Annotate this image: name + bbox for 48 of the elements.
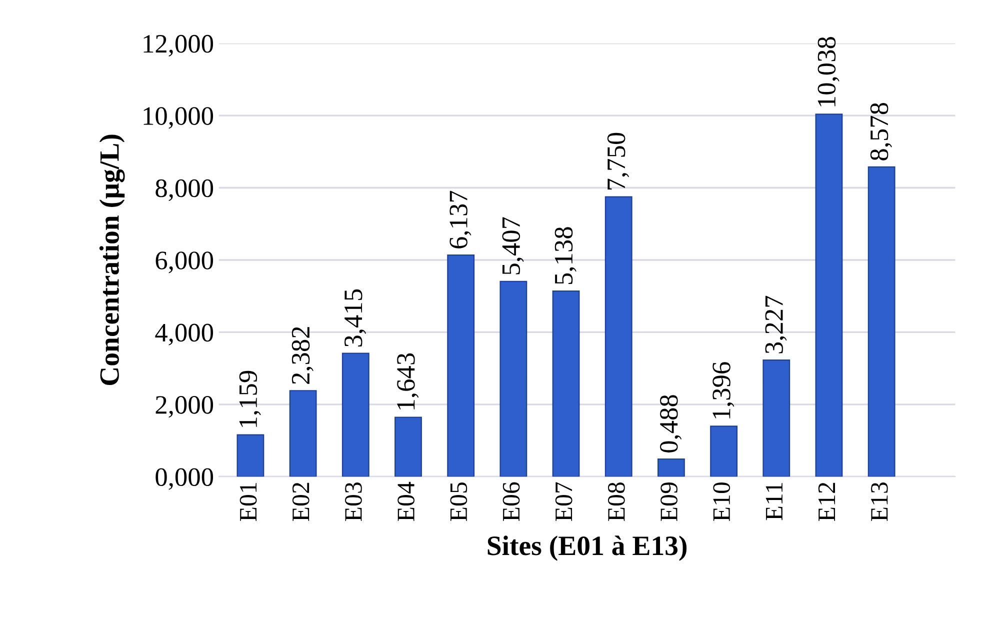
x-tick-label: E01 bbox=[240, 482, 257, 522]
x-tick-label: E03 bbox=[345, 482, 362, 522]
data-label: 3,227 bbox=[765, 296, 787, 354]
data-label: 1,643 bbox=[397, 353, 419, 410]
data-label: 5,138 bbox=[554, 227, 576, 284]
x-axis-title: Sites (E01 à E13) bbox=[488, 536, 687, 561]
y-tick-label: 10,000 bbox=[144, 107, 214, 129]
y-tick-label: 6,000 bbox=[156, 252, 214, 274]
data-label: 3,415 bbox=[344, 289, 366, 347]
bar bbox=[342, 352, 370, 477]
bar bbox=[552, 290, 580, 477]
bar bbox=[868, 166, 896, 477]
x-tick-label: E07 bbox=[555, 482, 572, 522]
data-label: 10,038 bbox=[818, 37, 840, 106]
bar bbox=[815, 114, 843, 477]
x-tick-label: E11 bbox=[766, 482, 782, 520]
y-tick-label: 2,000 bbox=[156, 396, 214, 418]
data-label: 5,407 bbox=[502, 217, 524, 274]
data-label: 2,382 bbox=[292, 327, 314, 384]
y-tick-label: 8,000 bbox=[156, 179, 214, 201]
bar bbox=[394, 416, 422, 477]
data-label: 1,159 bbox=[239, 370, 261, 427]
data-label: 7,750 bbox=[607, 132, 630, 190]
x-tick-label: E02 bbox=[292, 482, 310, 522]
bar bbox=[236, 434, 264, 477]
y-tick-label: 0,000 bbox=[156, 468, 214, 490]
y-tick-label: 12,000 bbox=[144, 34, 214, 57]
x-tick-label: E12 bbox=[818, 482, 835, 522]
bar bbox=[762, 360, 790, 477]
data-label: 8,578 bbox=[870, 102, 892, 160]
x-tick-label: E06 bbox=[502, 482, 520, 522]
bar bbox=[710, 426, 738, 477]
bar bbox=[289, 390, 317, 477]
x-tick-label: E08 bbox=[608, 482, 625, 522]
bar bbox=[657, 458, 685, 477]
x-tick-label: E13 bbox=[871, 482, 888, 522]
x-tick-label: E05 bbox=[450, 482, 468, 522]
data-label: 6,137 bbox=[450, 190, 472, 248]
y-tick-label: 4,000 bbox=[155, 324, 214, 346]
x-tick-label: E10 bbox=[713, 482, 730, 522]
data-label: 0,488 bbox=[660, 395, 682, 452]
x-tick-label: E09 bbox=[660, 482, 678, 522]
data-label: 1,396 bbox=[712, 362, 734, 418]
bar bbox=[500, 280, 528, 477]
bar bbox=[447, 254, 475, 477]
x-tick-label: E04 bbox=[398, 482, 414, 522]
bar bbox=[604, 196, 632, 477]
y-axis-title: Concentration (µg/L) bbox=[99, 134, 125, 386]
